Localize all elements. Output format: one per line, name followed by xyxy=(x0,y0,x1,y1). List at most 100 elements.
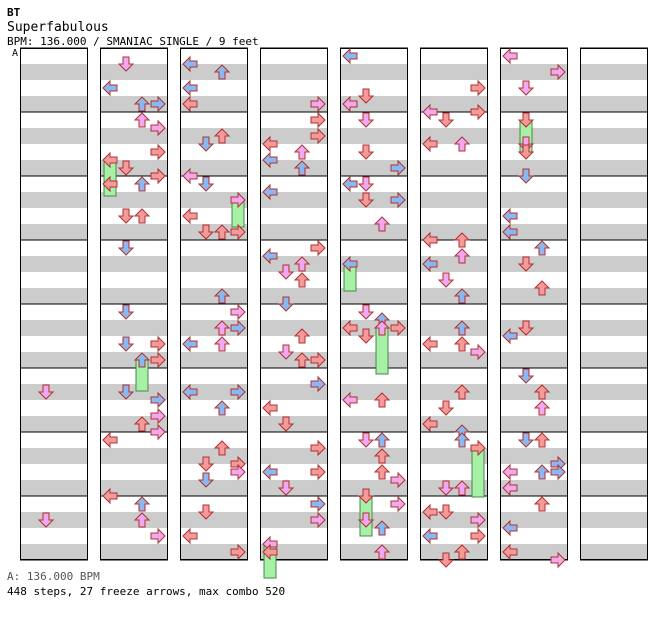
step-arrow xyxy=(133,112,151,128)
beat-stripe xyxy=(580,96,648,112)
chart-column xyxy=(260,47,328,579)
step-arrow xyxy=(470,511,486,529)
step-arrow xyxy=(182,95,198,113)
beat-stripe xyxy=(100,96,168,112)
beat-stripe xyxy=(420,448,488,464)
step-arrow xyxy=(533,400,551,416)
step-arrow xyxy=(453,136,471,152)
step-arrow xyxy=(453,544,471,560)
step-arrow xyxy=(310,375,326,393)
step-arrow xyxy=(197,504,215,520)
step-arrow xyxy=(342,47,358,65)
step-arrow xyxy=(150,527,166,545)
beat-stripe xyxy=(500,160,568,176)
step-arrow xyxy=(502,223,518,241)
step-arrow xyxy=(117,384,135,400)
step-arrow xyxy=(213,288,231,304)
beat-stripe xyxy=(100,544,168,560)
beat-stripe xyxy=(20,224,88,240)
beat-stripe xyxy=(100,160,168,176)
step-arrow xyxy=(437,480,455,496)
beat-stripe xyxy=(340,224,408,240)
step-arrow xyxy=(437,400,455,416)
beat-stripe xyxy=(500,416,568,432)
step-arrow xyxy=(197,176,215,192)
beat-stripe xyxy=(340,64,408,80)
step-arrow xyxy=(373,448,391,464)
step-arrow xyxy=(182,79,198,97)
step-arrow xyxy=(502,207,518,225)
step-arrow xyxy=(37,512,55,528)
step-arrow xyxy=(453,288,471,304)
chart-column xyxy=(340,47,408,561)
step-arrow xyxy=(470,343,486,361)
song-title: Superfabulous xyxy=(7,20,109,35)
step-arrow xyxy=(230,463,246,481)
step-arrow xyxy=(182,527,198,545)
bpm-footer: A: 136.000 BPM xyxy=(7,570,100,583)
step-arrow xyxy=(293,352,311,368)
beat-stripe xyxy=(100,256,168,272)
step-arrow xyxy=(117,208,135,224)
beat-stripe xyxy=(260,320,328,336)
step-arrow xyxy=(102,431,118,449)
beat-stripe xyxy=(340,320,408,336)
step-arrow xyxy=(342,391,358,409)
step-arrow xyxy=(550,551,566,569)
beat-stripe xyxy=(500,352,568,368)
beat-stripe xyxy=(100,352,168,368)
step-arrow xyxy=(453,320,471,336)
beat-stripe xyxy=(20,320,88,336)
step-arrow xyxy=(517,112,535,128)
step-arrow xyxy=(277,480,295,496)
beat-stripe xyxy=(180,512,248,528)
step-arrow xyxy=(133,352,151,368)
step-arrow xyxy=(437,272,455,288)
chart-info: BPM: 136.000 / SMANIAC SINGLE / 9 feet xyxy=(7,35,259,48)
beat-stripe xyxy=(580,448,648,464)
step-arrow xyxy=(37,384,55,400)
step-arrow xyxy=(182,383,198,401)
beat-stripe xyxy=(20,448,88,464)
step-arrow xyxy=(213,128,231,144)
step-arrow xyxy=(182,167,198,185)
step-arrow xyxy=(502,543,518,561)
beat-stripe xyxy=(260,544,328,560)
beat-stripe xyxy=(340,384,408,400)
beat-stripe xyxy=(580,544,648,560)
step-arrow xyxy=(517,144,535,160)
beat-stripe xyxy=(340,96,408,112)
step-arrow xyxy=(150,167,166,185)
beat-stripe xyxy=(180,192,248,208)
beat-stripe xyxy=(180,352,248,368)
beat-stripe xyxy=(260,256,328,272)
step-arrow xyxy=(277,264,295,280)
step-arrow xyxy=(373,320,391,336)
step-arrow xyxy=(150,119,166,137)
beat-stripe xyxy=(580,128,648,144)
beat-stripe xyxy=(260,96,328,112)
step-arrow xyxy=(357,176,375,192)
beat-stripe xyxy=(180,224,248,240)
beat-stripe xyxy=(100,448,168,464)
step-arrow xyxy=(437,552,455,568)
step-arrow xyxy=(422,255,438,273)
beat-stripe xyxy=(340,128,408,144)
step-arrow xyxy=(213,224,231,240)
beat-stripe xyxy=(100,288,168,304)
step-arrow xyxy=(342,95,358,113)
beat-stripe xyxy=(180,160,248,176)
step-arrow xyxy=(277,296,295,312)
beat-stripe xyxy=(420,480,488,496)
step-arrow xyxy=(262,399,278,417)
beat-stripe xyxy=(340,416,408,432)
beat-stripe xyxy=(260,224,328,240)
step-arrow xyxy=(502,327,518,345)
beat-stripe xyxy=(100,224,168,240)
step-arrow xyxy=(390,191,406,209)
step-arrow xyxy=(342,175,358,193)
beat-stripe xyxy=(420,96,488,112)
step-arrow xyxy=(373,432,391,448)
step-arrow xyxy=(502,479,518,497)
step-arrow xyxy=(197,224,215,240)
